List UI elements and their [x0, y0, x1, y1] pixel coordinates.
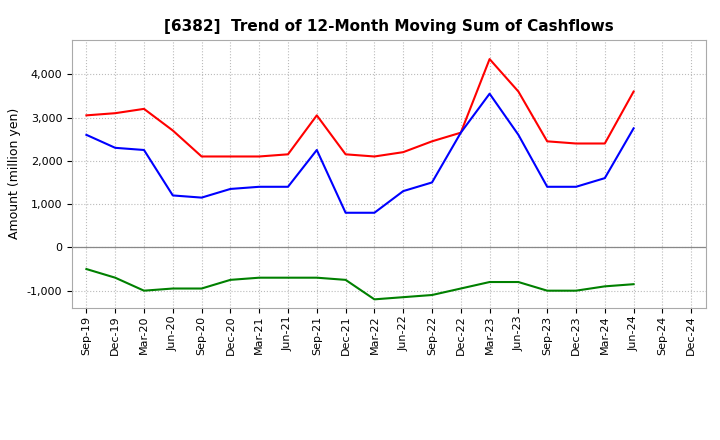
Free Cashflow [140, 147, 148, 153]
Operating Cashflow [197, 154, 206, 159]
Line: Investing Cashflow: Investing Cashflow [86, 269, 634, 299]
Free Cashflow [600, 176, 609, 181]
Operating Cashflow [312, 113, 321, 118]
Line: Operating Cashflow: Operating Cashflow [86, 59, 634, 157]
Investing Cashflow [456, 286, 465, 291]
Free Cashflow [514, 132, 523, 137]
Operating Cashflow [399, 150, 408, 155]
Operating Cashflow [485, 56, 494, 62]
Free Cashflow [341, 210, 350, 216]
Operating Cashflow [111, 110, 120, 116]
Operating Cashflow [284, 152, 292, 157]
Investing Cashflow [514, 279, 523, 285]
Free Cashflow [312, 147, 321, 153]
Operating Cashflow [514, 89, 523, 94]
Investing Cashflow [600, 284, 609, 289]
Free Cashflow [197, 195, 206, 200]
Operating Cashflow [370, 154, 379, 159]
Investing Cashflow [168, 286, 177, 291]
Investing Cashflow [140, 288, 148, 293]
Free Cashflow [629, 126, 638, 131]
Free Cashflow [485, 91, 494, 96]
Investing Cashflow [629, 282, 638, 287]
Investing Cashflow [255, 275, 264, 280]
Operating Cashflow [255, 154, 264, 159]
Free Cashflow [168, 193, 177, 198]
Free Cashflow [572, 184, 580, 190]
Free Cashflow [543, 184, 552, 190]
Free Cashflow [399, 188, 408, 194]
Investing Cashflow [111, 275, 120, 280]
Title: [6382]  Trend of 12-Month Moving Sum of Cashflows: [6382] Trend of 12-Month Moving Sum of C… [164, 19, 613, 34]
Operating Cashflow [572, 141, 580, 146]
Operating Cashflow [456, 130, 465, 136]
Investing Cashflow [399, 294, 408, 300]
Investing Cashflow [284, 275, 292, 280]
Y-axis label: Amount (million yen): Amount (million yen) [8, 108, 21, 239]
Operating Cashflow [629, 89, 638, 94]
Operating Cashflow [226, 154, 235, 159]
Free Cashflow [284, 184, 292, 190]
Line: Free Cashflow: Free Cashflow [86, 94, 634, 213]
Free Cashflow [82, 132, 91, 137]
Investing Cashflow [226, 277, 235, 282]
Investing Cashflow [543, 288, 552, 293]
Operating Cashflow [168, 128, 177, 133]
Investing Cashflow [370, 297, 379, 302]
Operating Cashflow [600, 141, 609, 146]
Investing Cashflow [428, 292, 436, 297]
Operating Cashflow [428, 139, 436, 144]
Free Cashflow [428, 180, 436, 185]
Investing Cashflow [341, 277, 350, 282]
Free Cashflow [226, 186, 235, 191]
Operating Cashflow [341, 152, 350, 157]
Free Cashflow [456, 130, 465, 136]
Operating Cashflow [82, 113, 91, 118]
Operating Cashflow [140, 106, 148, 111]
Investing Cashflow [572, 288, 580, 293]
Free Cashflow [111, 145, 120, 150]
Investing Cashflow [485, 279, 494, 285]
Free Cashflow [255, 184, 264, 190]
Investing Cashflow [82, 266, 91, 271]
Free Cashflow [370, 210, 379, 216]
Investing Cashflow [312, 275, 321, 280]
Investing Cashflow [197, 286, 206, 291]
Operating Cashflow [543, 139, 552, 144]
